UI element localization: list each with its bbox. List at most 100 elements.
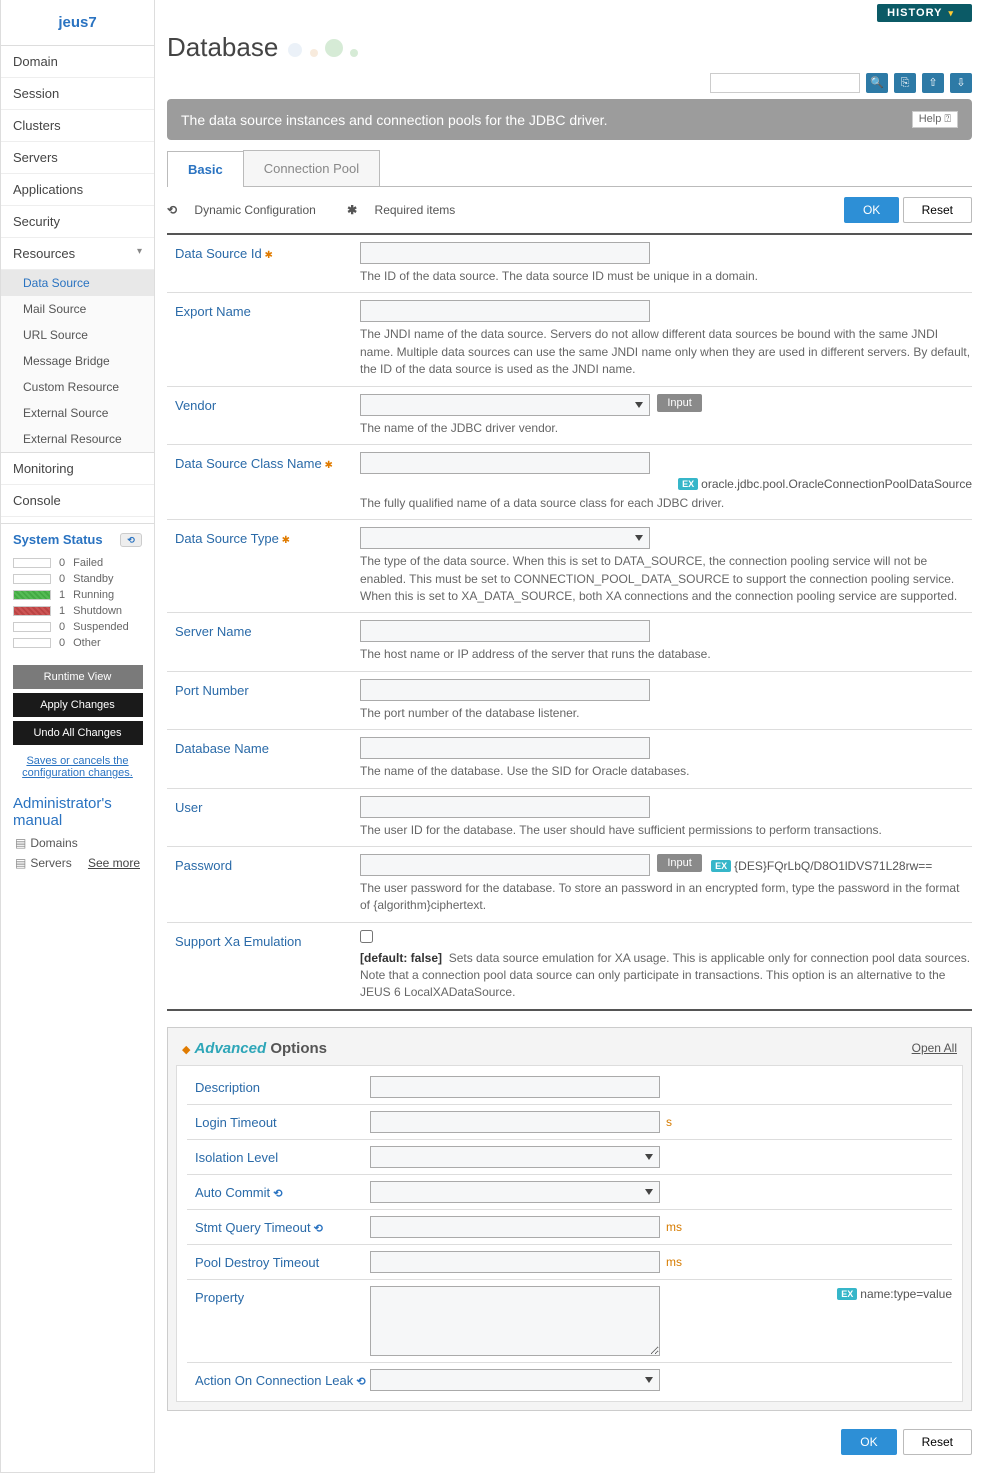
input-server-name[interactable] (360, 620, 650, 642)
sidebar: jeus7 Domain Session Clusters Servers Ap… (0, 0, 155, 1473)
nav-security[interactable]: Security (1, 206, 154, 238)
toolbar-icon-2[interactable]: ⇧ (922, 73, 944, 93)
footer-ok-button[interactable]: OK (841, 1429, 896, 1455)
select-auto-commit[interactable] (370, 1181, 660, 1203)
nav-resources[interactable]: Resources (1, 238, 154, 270)
sub-mail-source[interactable]: Mail Source (1, 296, 154, 322)
search-input[interactable] (710, 73, 860, 93)
nav-applications[interactable]: Applications (1, 174, 154, 206)
input-data-source-id[interactable] (360, 242, 650, 264)
banner-text: The data source instances and connection… (181, 112, 607, 128)
ex-badge-icon: EX (678, 478, 698, 490)
hint-data-source-id: The ID of the data source. The data sour… (360, 268, 972, 285)
hint-password: The user password for the database. To s… (360, 880, 972, 915)
label-connection-leak: Action On Connection Leak (195, 1369, 370, 1391)
sub-data-source[interactable]: Data Source (1, 270, 154, 296)
status-shutdown: 1Shutdown (1, 603, 154, 619)
label-login-timeout: Login Timeout (195, 1111, 370, 1133)
sub-external-source[interactable]: External Source (1, 400, 154, 426)
apply-changes-button[interactable]: Apply Changes (13, 693, 143, 717)
label-xa-emulation: Support Xa Emulation (175, 930, 360, 1002)
toolbar-icon-1[interactable]: ⎘ (894, 73, 916, 93)
tabs: Basic Connection Pool (167, 150, 972, 187)
checkbox-xa-emulation[interactable] (360, 930, 373, 943)
advanced-title: Advanced Options (182, 1040, 327, 1057)
status-running: 1Running (1, 587, 154, 603)
nav-session[interactable]: Session (1, 78, 154, 110)
nav-domain[interactable]: Domain (1, 46, 154, 78)
nav-servers[interactable]: Servers (1, 142, 154, 174)
input-user[interactable] (360, 796, 650, 818)
undo-changes-button[interactable]: Undo All Changes (13, 721, 143, 745)
tab-basic[interactable]: Basic (167, 151, 244, 187)
basic-form: Data Source Id The ID of the data source… (167, 235, 972, 1011)
description-banner: The data source instances and connection… (167, 99, 972, 140)
label-description: Description (195, 1076, 370, 1098)
input-pool-destroy-timeout[interactable] (370, 1251, 660, 1273)
sub-url-source[interactable]: URL Source (1, 322, 154, 348)
input-stmt-timeout[interactable] (370, 1216, 660, 1238)
dynamic-config-icon: ⟲ (167, 203, 177, 217)
status-failed: 0Failed (1, 555, 154, 571)
ex-password: {DES}FQrLbQ/D8O1lDVS71L28rw== (734, 859, 932, 873)
see-more-link[interactable]: See more (88, 856, 140, 870)
ex-badge-icon: EX (837, 1288, 857, 1300)
input-db-name[interactable] (360, 737, 650, 759)
label-db-name: Database Name (175, 737, 360, 780)
legend: ⟲ Dynamic Configuration ✱ Required items (167, 203, 483, 217)
open-all-link[interactable]: Open All (912, 1041, 957, 1055)
logo[interactable]: jeus7 (1, 0, 154, 46)
sub-message-bridge[interactable]: Message Bridge (1, 348, 154, 374)
input-export-name[interactable] (360, 300, 650, 322)
input-description[interactable] (370, 1076, 660, 1098)
hint-ds-class: The fully qualified name of a data sourc… (360, 495, 972, 512)
hint-user: The user ID for the database. The user s… (360, 822, 972, 839)
label-pool-destroy-timeout: Pool Destroy Timeout (195, 1251, 370, 1273)
ex-badge-icon: EX (711, 860, 731, 872)
save-cancel-note[interactable]: Saves or cancels the configuration chang… (1, 749, 154, 785)
sub-external-resource[interactable]: External Resource (1, 426, 154, 452)
status-standby: 0Standby (1, 571, 154, 587)
input-port[interactable] (360, 679, 650, 701)
hint-export-name: The JNDI name of the data source. Server… (360, 326, 972, 378)
label-data-source-id: Data Source Id (175, 242, 360, 285)
history-button[interactable]: HISTORY (877, 4, 972, 22)
input-ds-class[interactable] (360, 452, 650, 474)
system-status-title: System Status (13, 532, 103, 547)
vendor-input-button[interactable]: Input (657, 394, 701, 412)
label-stmt-timeout: Stmt Query Timeout (195, 1216, 370, 1238)
select-ds-type[interactable] (360, 527, 650, 549)
label-vendor: Vendor (175, 394, 360, 437)
select-vendor[interactable] (360, 394, 650, 416)
password-input-button[interactable]: Input (657, 854, 701, 872)
label-password: Password (175, 854, 360, 915)
textarea-property[interactable] (370, 1286, 660, 1356)
hint-vendor: The name of the JDBC driver vendor. (360, 420, 972, 437)
input-login-timeout[interactable] (370, 1111, 660, 1133)
unit-ms: ms (666, 1220, 682, 1234)
doc-domains[interactable]: ▤Domains (1, 833, 154, 853)
input-password[interactable] (360, 854, 650, 876)
doc-servers[interactable]: ▤ServersSee more (1, 853, 154, 873)
select-isolation-level[interactable] (370, 1146, 660, 1168)
hint-xa: [default: false] Sets data source emulat… (360, 950, 972, 1002)
select-connection-leak[interactable] (370, 1369, 660, 1391)
toolbar-icon-3[interactable]: ⇩ (950, 73, 972, 93)
admin-manual-link[interactable]: Administrator's manual (1, 785, 154, 833)
nav-monitoring[interactable]: Monitoring (1, 452, 154, 485)
help-button[interactable]: Help ⍰ (912, 111, 958, 128)
nav-console[interactable]: Console (1, 485, 154, 517)
search-icon[interactable]: 🔍 (866, 73, 888, 93)
ok-button[interactable]: OK (844, 197, 899, 223)
tab-connection-pool[interactable]: Connection Pool (243, 150, 380, 186)
footer-reset-button[interactable]: Reset (903, 1429, 972, 1455)
nav-clusters[interactable]: Clusters (1, 110, 154, 142)
status-suspended: 0Suspended (1, 619, 154, 635)
reset-button[interactable]: Reset (903, 197, 972, 223)
sub-custom-resource[interactable]: Custom Resource (1, 374, 154, 400)
runtime-view-button[interactable]: Runtime View (13, 665, 143, 689)
label-ds-type: Data Source Type (175, 527, 360, 605)
decorative-dots (286, 39, 360, 60)
unit-s: s (666, 1115, 672, 1129)
refresh-icon[interactable]: ⟲ (120, 533, 142, 547)
